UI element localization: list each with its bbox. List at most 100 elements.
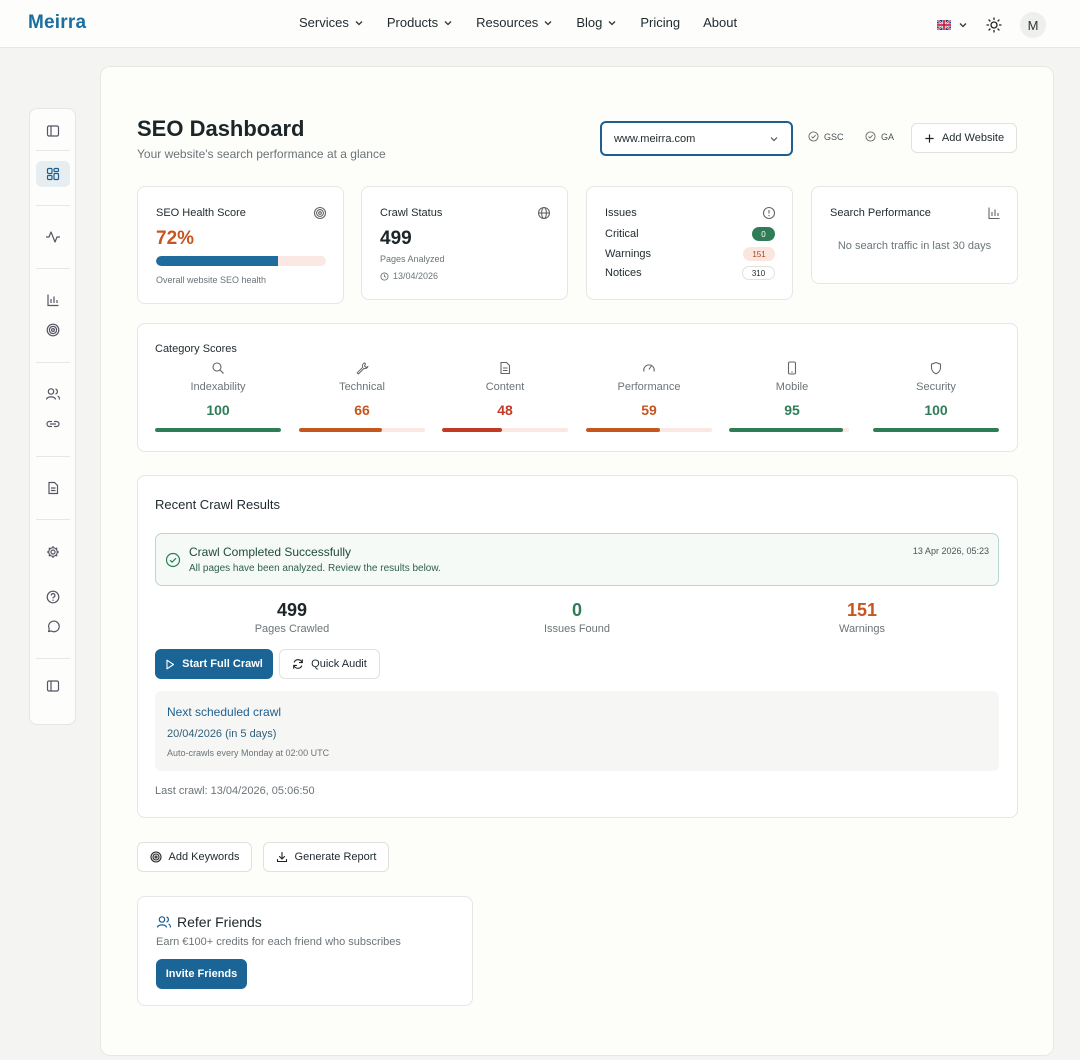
link-icon[interactable] bbox=[36, 411, 70, 437]
category-bar-mobile bbox=[729, 428, 849, 432]
sun-icon[interactable] bbox=[986, 17, 1002, 33]
chevron-down-icon bbox=[355, 20, 363, 25]
stat-issues-found: 0 Issues Found bbox=[477, 600, 677, 635]
collapse-panel-icon[interactable] bbox=[36, 673, 70, 699]
next-crawl-date: 20/04/2026 (in 5 days) bbox=[167, 728, 277, 740]
refer-friends-text: Earn €100+ credits for each friend who s… bbox=[156, 936, 401, 948]
ga-status[interactable]: GA bbox=[865, 131, 894, 142]
issues-warnings-badge: 151 bbox=[743, 247, 775, 261]
download-icon bbox=[276, 851, 287, 863]
stat-label: Pages Crawled bbox=[254, 623, 330, 635]
gauge-icon bbox=[643, 364, 655, 372]
bar-chart-icon[interactable] bbox=[36, 287, 70, 313]
clock-icon bbox=[380, 271, 389, 281]
category-name: Content bbox=[485, 381, 525, 393]
crawl-success-banner: Crawl Completed Successfully All pages h… bbox=[155, 533, 999, 586]
next-crawl-title: Next scheduled crawl bbox=[167, 705, 282, 719]
check-circle-icon bbox=[165, 552, 181, 568]
uk-flag-icon bbox=[937, 20, 951, 30]
sidebar bbox=[29, 108, 76, 725]
category-scores-title: Category Scores bbox=[155, 343, 237, 355]
ga-label: GA bbox=[881, 131, 895, 142]
chevron-down-icon bbox=[770, 136, 778, 141]
add-website-button[interactable]: Add Website bbox=[911, 123, 1017, 153]
target-icon[interactable] bbox=[36, 317, 70, 343]
quick-audit-button[interactable]: Quick Audit bbox=[279, 649, 380, 679]
category-name: Mobile bbox=[775, 381, 809, 393]
activity-icon[interactable] bbox=[36, 224, 70, 250]
dashboard-grid-icon[interactable] bbox=[36, 161, 70, 187]
page-subtitle: Your website's search performance at a g… bbox=[137, 147, 386, 161]
chat-icon[interactable] bbox=[36, 614, 70, 640]
crawl-success-time: 13 Apr 2026, 05:23 bbox=[912, 546, 989, 556]
crawl-status-caption: Pages Analyzed bbox=[380, 254, 445, 264]
stat-value: 151 bbox=[846, 600, 878, 620]
top-navbar: Meirra Services Products Resources Blog … bbox=[0, 0, 1080, 48]
nav-pricing[interactable]: Pricing bbox=[640, 15, 680, 30]
crawl-success-text: All pages have been analyzed. Review the… bbox=[189, 563, 441, 574]
avatar[interactable]: M bbox=[1020, 12, 1046, 38]
sidebar-divider bbox=[36, 268, 70, 269]
page-title: SEO Dashboard bbox=[137, 116, 305, 141]
sidebar-panel-icon[interactable] bbox=[36, 118, 70, 144]
document-icon[interactable] bbox=[36, 475, 70, 501]
target-icon bbox=[313, 206, 327, 220]
website-select[interactable]: www.meirra.com bbox=[600, 121, 793, 156]
category-bar-technical bbox=[299, 428, 425, 432]
generate-report-label: Generate Report bbox=[294, 851, 377, 863]
alert-circle-icon bbox=[762, 206, 776, 220]
search-icon bbox=[212, 362, 224, 374]
nav-resources-label: Resources bbox=[476, 15, 539, 30]
issues-critical-label: Critical bbox=[605, 228, 639, 240]
nav-products[interactable]: Products bbox=[387, 15, 453, 30]
category-bar-fill bbox=[155, 428, 281, 432]
settings-icon[interactable] bbox=[36, 539, 70, 565]
quick-audit-label: Quick Audit bbox=[311, 658, 367, 670]
seo-health-card: SEO Health Score 72% Overall website SEO… bbox=[137, 186, 344, 304]
nav-services[interactable]: Services bbox=[299, 15, 364, 30]
category-performance: Performance 59 bbox=[586, 361, 712, 418]
issues-critical-badge: 0 bbox=[752, 227, 775, 241]
language-selector[interactable] bbox=[937, 20, 968, 30]
next-crawl-panel: Next scheduled crawl 20/04/2026 (in 5 da… bbox=[155, 691, 999, 771]
help-icon[interactable] bbox=[36, 584, 70, 610]
invite-friends-button[interactable]: Invite Friends bbox=[156, 959, 247, 989]
stat-value: 499 bbox=[276, 600, 308, 620]
refer-friends-title: Refer Friends bbox=[177, 914, 262, 930]
category-value: 95 bbox=[784, 402, 800, 418]
website-select-value: www.meirra.com bbox=[614, 132, 696, 145]
crawl-status-title: Crawl Status bbox=[380, 207, 443, 219]
issues-warnings-label: Warnings bbox=[605, 248, 652, 260]
category-value: 100 bbox=[924, 402, 948, 418]
category-name: Security bbox=[916, 381, 956, 393]
crawl-results-title: Recent Crawl Results bbox=[155, 497, 280, 512]
crawl-success-title: Crawl Completed Successfully bbox=[189, 545, 352, 559]
next-crawl-note: Auto-crawls every Monday at 02:00 UTC bbox=[167, 748, 330, 758]
chevron-down-icon bbox=[444, 20, 452, 25]
start-full-crawl-button[interactable]: Start Full Crawl bbox=[155, 649, 273, 679]
category-value: 66 bbox=[354, 402, 370, 418]
add-keywords-label: Add Keywords bbox=[168, 851, 240, 863]
nav-resources[interactable]: Resources bbox=[476, 15, 553, 30]
brand-logo[interactable]: Meirra bbox=[28, 12, 87, 33]
category-value: 100 bbox=[206, 402, 230, 418]
category-bar-indexability bbox=[155, 428, 281, 432]
last-crawl-text: Last crawl: 13/04/2026, 05:06:50 bbox=[155, 785, 315, 797]
file-text-icon bbox=[500, 361, 511, 375]
users-icon[interactable] bbox=[36, 381, 70, 407]
category-indexability: Indexability 100 bbox=[155, 361, 281, 418]
issues-notices-badge: 310 bbox=[742, 266, 775, 280]
nav-blog[interactable]: Blog bbox=[576, 15, 617, 30]
nav-blog-label: Blog bbox=[576, 15, 603, 30]
chevron-down-icon bbox=[959, 23, 967, 28]
crawl-status-card: Crawl Status 499 Pages Analyzed 13/04/20… bbox=[361, 186, 568, 300]
issues-notices-label: Notices bbox=[605, 267, 642, 279]
nav-about[interactable]: About bbox=[703, 15, 737, 30]
gsc-status[interactable]: GSC bbox=[808, 131, 844, 142]
add-keywords-button[interactable]: Add Keywords bbox=[137, 842, 252, 872]
seo-health-bar-fill bbox=[156, 256, 279, 266]
generate-report-button[interactable]: Generate Report bbox=[263, 842, 389, 872]
category-content: Content 48 bbox=[442, 361, 568, 418]
category-bar-fill bbox=[729, 428, 843, 432]
category-value: 48 bbox=[497, 402, 513, 418]
